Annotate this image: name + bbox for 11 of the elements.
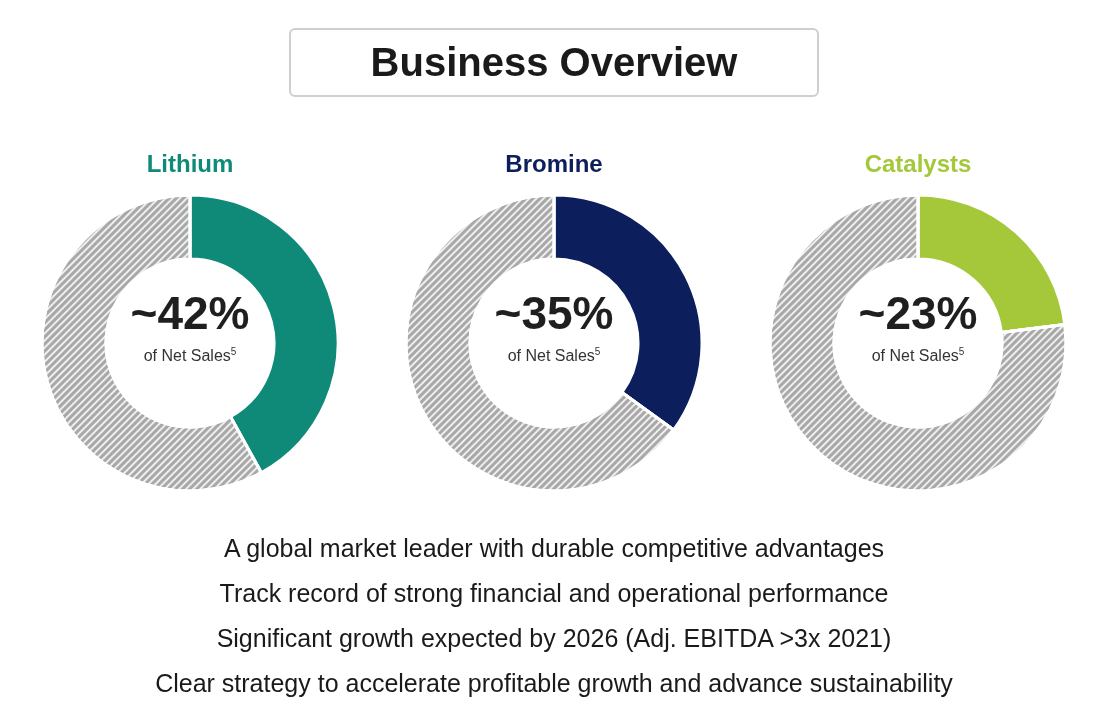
text: Business Overview <box>288 28 820 97</box>
text: A global market leader with durable competitive advantages <box>222 533 886 564</box>
chart-title: Bromine <box>505 149 603 177</box>
text: Clear strategy to accelerate profitable growth and advance sustainability <box>154 668 954 699</box>
data-label: ~23% <box>858 287 978 339</box>
text: Track record of strong financial and operational performance <box>218 578 890 609</box>
data-label: ~35% <box>494 287 614 339</box>
text: Significant growth expected by 2026 (Adj. EBITDA >3x 2021) <box>215 623 893 654</box>
chart-title: Catalysts <box>864 149 972 177</box>
data-label: ~42% <box>130 287 250 339</box>
chart-title: Lithium <box>146 149 234 177</box>
